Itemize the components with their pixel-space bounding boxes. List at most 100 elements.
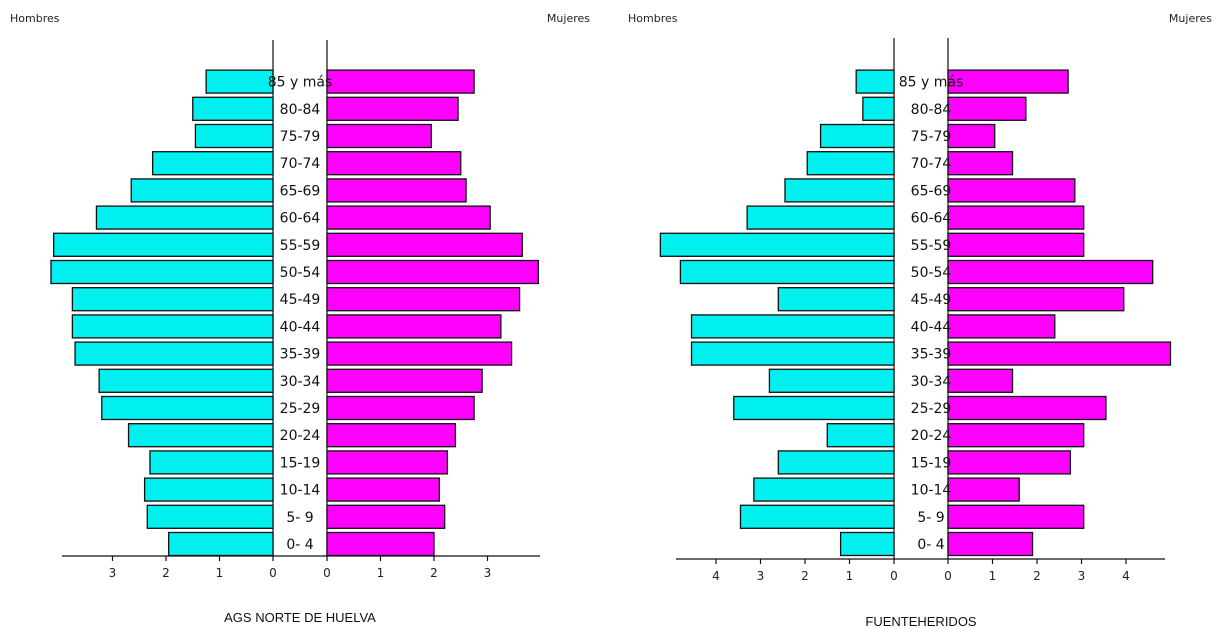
male-tick-label: 3 (109, 566, 117, 580)
age-group-label: 0- 4 (286, 537, 313, 553)
male-bar (95, 205, 274, 230)
age-group-label: 80-84 (280, 102, 321, 118)
female-bar (947, 205, 1085, 230)
age-group-label: 20-24 (280, 428, 321, 444)
female-bar (326, 178, 467, 203)
age-group-label: 25-29 (911, 401, 952, 417)
male-bar (826, 423, 895, 448)
male-tick-label: 0 (890, 569, 898, 583)
age-group-label: 30-34 (280, 374, 321, 390)
male-bar (777, 450, 895, 475)
male-bar (746, 205, 895, 230)
male-tick-label: 1 (216, 566, 224, 580)
female-bar (326, 368, 483, 393)
chart-title: FUENTEHERIDOS (865, 614, 977, 629)
male-bar (777, 287, 895, 312)
age-group-label: 85 y más (899, 75, 964, 91)
female-tick-label: 1 (377, 566, 385, 580)
female-tick-label: 0 (323, 566, 331, 580)
female-bar (326, 341, 513, 366)
male-bar (53, 232, 274, 257)
female-tick-label: 4 (1122, 569, 1130, 583)
female-bar (326, 477, 440, 502)
female-bar (947, 341, 1172, 366)
male-bar (784, 178, 895, 203)
age-group-label: 35-39 (911, 347, 952, 363)
age-group-label: 70-74 (280, 156, 321, 172)
female-bar (947, 450, 1072, 475)
female-bar (326, 450, 449, 475)
age-group-label: 80-84 (911, 102, 952, 118)
age-group-label: 70-74 (911, 156, 952, 172)
age-group-label: 45-49 (280, 292, 321, 308)
age-group-label: 30-34 (911, 374, 952, 390)
male-bar (74, 341, 274, 366)
male-tick-label: 4 (712, 569, 720, 583)
male-bar (149, 450, 274, 475)
age-group-label: 15-19 (280, 455, 321, 471)
female-bar (947, 395, 1107, 421)
male-bar (143, 477, 274, 502)
male-bar (659, 232, 895, 257)
male-bar (194, 123, 274, 149)
age-group-label: 10-14 (280, 483, 321, 499)
male-bar (690, 314, 895, 339)
male-bar (71, 287, 274, 312)
age-group-label: 10-14 (911, 483, 952, 499)
age-group-label: 60-64 (911, 211, 952, 227)
male-side-label: Hombres (10, 12, 60, 25)
female-bar (947, 423, 1085, 448)
age-group-label: 45-49 (911, 292, 952, 308)
female-bar (326, 395, 475, 421)
female-bar (947, 504, 1085, 529)
age-group-label: 55-59 (280, 238, 321, 254)
female-bar (326, 423, 457, 448)
age-group-label: 50-54 (911, 265, 952, 281)
age-group-label: 60-64 (280, 211, 321, 227)
male-bar (819, 123, 895, 149)
female-bar (326, 531, 435, 557)
female-tick-label: 3 (1078, 569, 1086, 583)
female-tick-label: 3 (484, 566, 492, 580)
male-tick-label: 3 (757, 569, 765, 583)
age-group-label: 55-59 (911, 238, 952, 254)
pyramid-chart-1: Hombres Mujeres 0- 4 5- 9 10-14 15-19 20-24 25-… (10, 12, 590, 625)
male-bar (130, 178, 274, 203)
male-bar (839, 531, 895, 557)
male-bar (690, 341, 895, 366)
age-group-label: 35-39 (280, 347, 321, 363)
female-bar (326, 259, 539, 285)
male-bar (753, 477, 895, 502)
female-bar (947, 314, 1056, 339)
male-bar (806, 151, 895, 176)
female-bar (947, 368, 1014, 393)
female-bar (326, 314, 502, 339)
male-bar (679, 259, 895, 285)
age-group-label: 85 y más (268, 75, 333, 91)
female-tick-label: 0 (944, 569, 952, 583)
female-bar (947, 259, 1154, 285)
female-bar (326, 232, 523, 257)
male-bar (50, 259, 274, 285)
female-bar (947, 531, 1034, 557)
chart-title: AGS NORTE DE HUELVA (224, 610, 376, 625)
female-bar (326, 96, 459, 121)
male-bar (768, 368, 895, 393)
male-bar (101, 395, 274, 421)
female-side-label: Mujeres (547, 12, 590, 25)
male-bar (205, 69, 274, 94)
female-bar (947, 178, 1076, 203)
male-tick-label: 2 (801, 569, 809, 583)
male-side-label: Hombres (628, 12, 678, 25)
female-tick-label: 1 (989, 569, 997, 583)
age-group-label: 50-54 (280, 265, 321, 281)
male-bar (127, 423, 274, 448)
male-tick-label: 1 (846, 569, 854, 583)
female-bar (947, 477, 1020, 502)
female-bar (326, 151, 462, 176)
age-group-label: 65-69 (280, 183, 321, 199)
male-bar (71, 314, 274, 339)
age-group-label: 0- 4 (917, 537, 944, 553)
female-bar (947, 69, 1069, 94)
